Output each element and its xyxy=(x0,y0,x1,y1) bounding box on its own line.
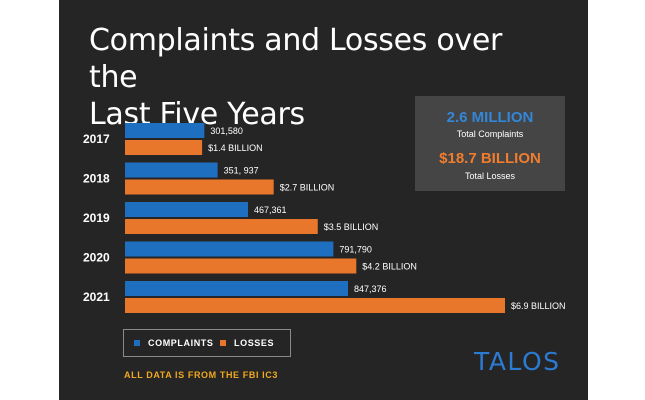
losses-bar-2020 xyxy=(125,258,357,274)
losses-bar-2017 xyxy=(125,140,203,155)
complaints-bar-2021 xyxy=(125,281,348,296)
losses-value-2019: $3.5 BILLION xyxy=(324,222,379,232)
title-line-1: Complaints and Losses over the xyxy=(89,23,503,95)
infographic-panel: Complaints and Losses over the Last Five… xyxy=(59,0,588,400)
losses-bar-2021 xyxy=(125,298,505,313)
complaints-value-2018: 351, 937 xyxy=(224,166,259,176)
legend-complaints: COMPLAINTS xyxy=(134,338,214,348)
source-footnote: ALL DATA IS FROM THE FBI IC3 xyxy=(124,370,278,380)
complaints-value-2017: 301,580 xyxy=(210,126,243,136)
total-losses-value: $18.7 BILLION xyxy=(439,150,541,167)
complaints-bar-2017 xyxy=(125,123,205,138)
chart-title: Complaints and Losses over the Last Five… xyxy=(89,22,559,133)
complaints-value-2020: 791,790 xyxy=(339,245,372,255)
legend-losses-swatch xyxy=(220,340,226,346)
complaints-bar-2020 xyxy=(125,241,334,257)
totals-box: 2.6 MILLION Total Complaints $18.7 BILLI… xyxy=(415,96,565,191)
bar-chart: 2017 301,580 $1.4 BILLION 2018 351, 937 $2.7 … xyxy=(83,123,566,313)
legend-losses: LOSSES xyxy=(220,338,274,348)
losses-value-2018: $2.7 BILLION xyxy=(280,183,335,193)
complaints-bar-2019 xyxy=(125,202,248,217)
legend: COMPLAINTS LOSSES xyxy=(123,329,291,357)
total-losses-label: Total Losses xyxy=(464,171,516,181)
year-label-2019: 2019 xyxy=(83,211,110,225)
legend-complaints-swatch xyxy=(134,340,140,346)
year-label-2017: 2017 xyxy=(83,132,110,146)
year-label-2021: 2021 xyxy=(83,290,110,304)
complaints-bar-2018 xyxy=(125,162,218,178)
total-complaints-label: Total Complaints xyxy=(456,129,524,139)
complaints-value-2019: 467,361 xyxy=(254,205,287,215)
legend-losses-label: LOSSES xyxy=(234,338,275,348)
year-label-2018: 2018 xyxy=(83,172,110,186)
legend-complaints-label: COMPLAINTS xyxy=(148,338,214,348)
talos-logo: TALOS xyxy=(474,347,561,376)
losses-bar-2018 xyxy=(125,179,274,195)
complaints-value-2021: 847,376 xyxy=(354,284,387,294)
year-label-2020: 2020 xyxy=(83,251,110,265)
losses-value-2021: $6.9 BILLION xyxy=(511,301,566,311)
total-complaints-value: 2.6 MILLION xyxy=(446,109,534,126)
losses-bar-2019 xyxy=(125,219,318,234)
losses-value-2017: $1.4 BILLION xyxy=(208,143,263,153)
losses-value-2020: $4.2 BILLION xyxy=(362,262,417,272)
